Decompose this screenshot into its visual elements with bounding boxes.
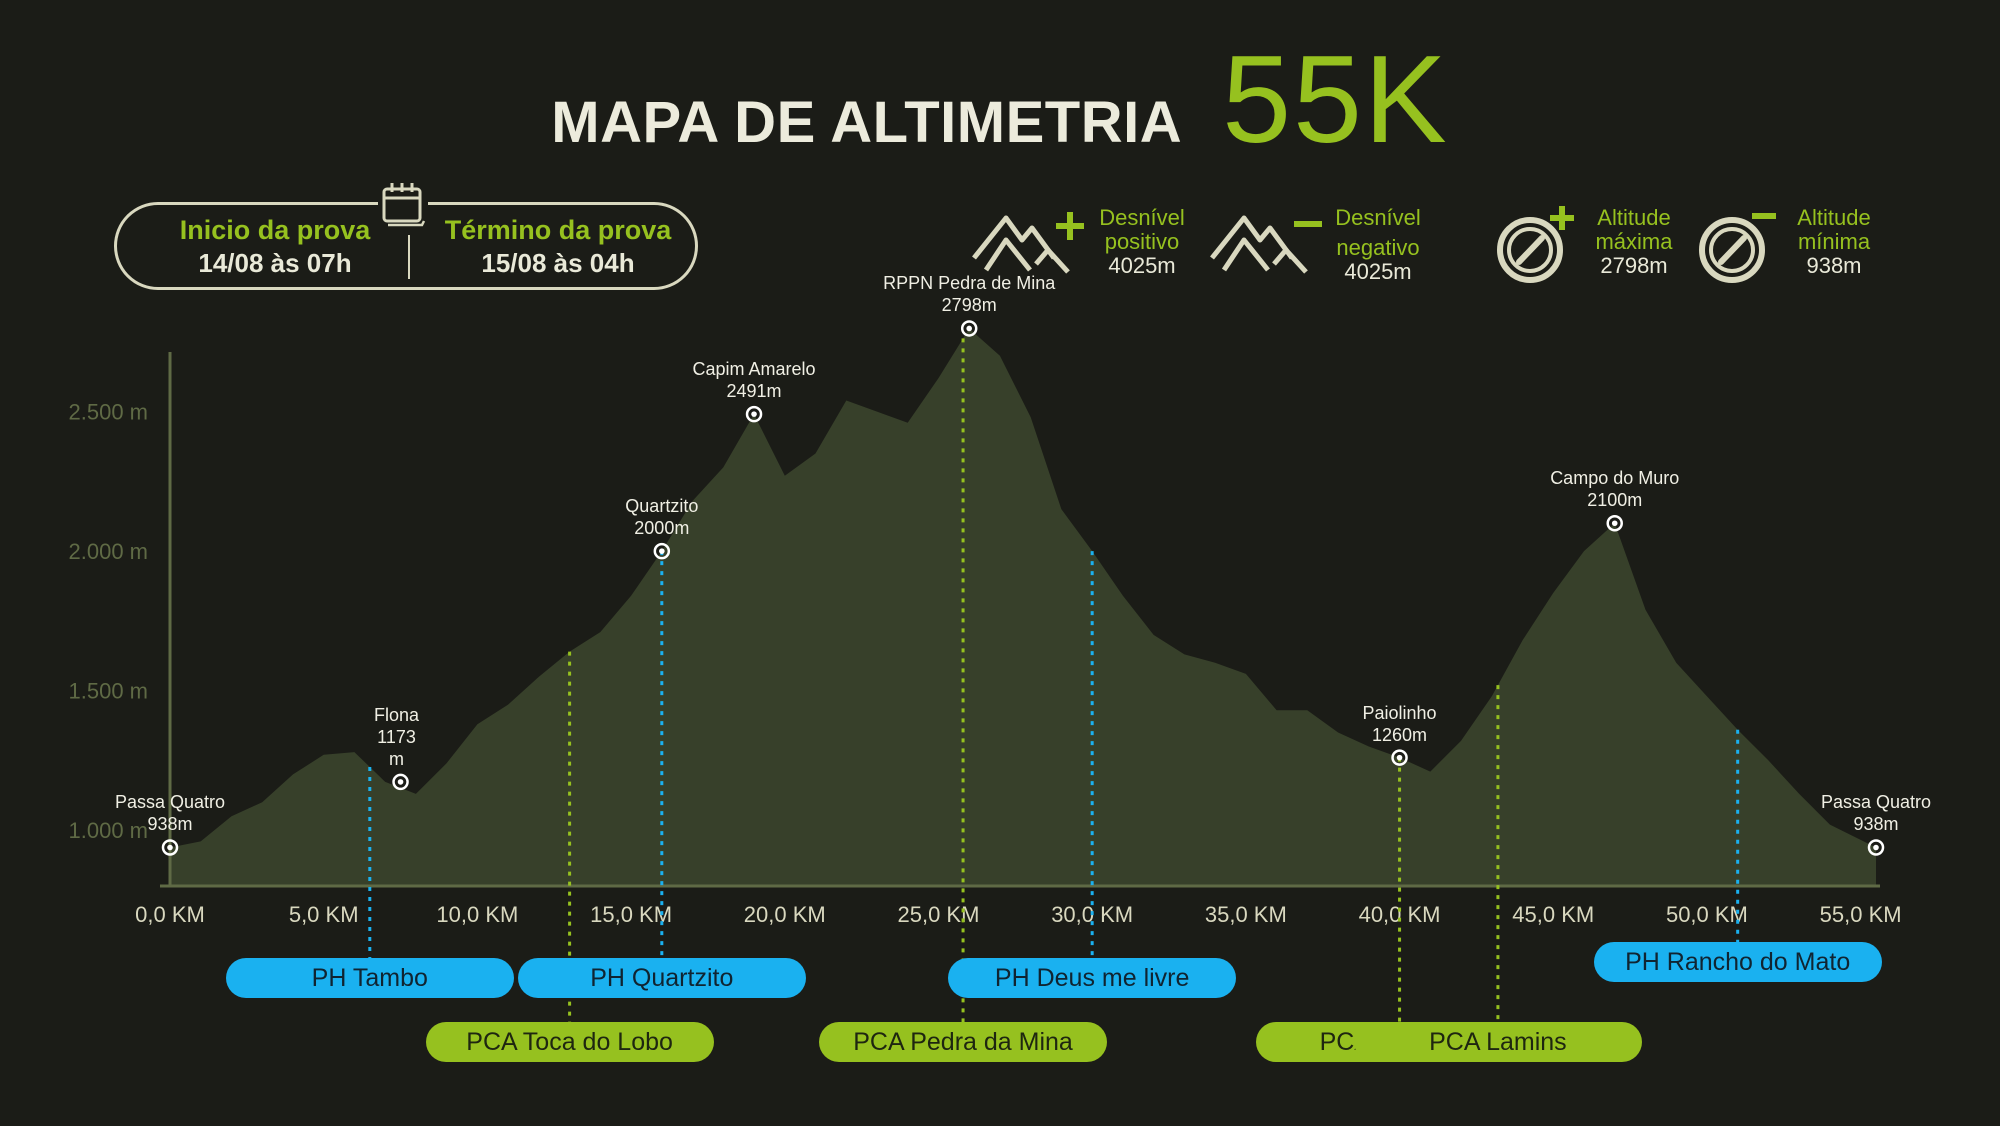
end-value: 15/08 às 04h [481,248,635,278]
max-altitude-value: 2798m [1600,253,1668,279]
peak-marker [960,320,978,337]
max-altitude-stat: Altitude máxima 2798m [1584,205,1684,279]
peak-marker-dot [1396,754,1403,761]
aid-station-pill: PCA Pedra da Mina [819,1022,1108,1062]
peak-marker-dot [659,548,665,554]
peak-marker [1391,749,1408,766]
peak-label: Capim Amarelo 2491m [693,358,816,402]
start-label: Inicio da prova [179,215,371,245]
min-altitude-value: 938m [1806,253,1862,279]
min-altitude-icon [1699,213,1776,283]
peak-marker [653,542,671,560]
y-tick-label: 2.000 m [69,539,149,564]
peak-name: Quartzito [625,496,699,517]
schedule-divider [408,235,410,279]
elevation-loss-label-1: Desnível [1335,205,1421,230]
elevation-loss-label-2: negativo [1336,235,1420,261]
y-tick-label: 2.500 m [69,400,149,425]
peak-marker [1867,839,1885,856]
peak-marker-dot [397,779,404,785]
peak-name: Capim Amarelo [692,359,816,380]
elevation-gain-value: 4025m [1108,253,1176,279]
x-tick-label: 45,0 KM [1512,902,1594,927]
elevation-profile-area [170,328,1876,886]
x-tick-label: 0,0 KM [135,902,205,927]
peak-altitude: 938m [147,814,193,835]
peak-label: Passa Quatro 938m [1821,791,1931,835]
peak-name: Paiolinho [1362,702,1437,723]
end-label: Término da prova [444,215,672,245]
x-tick-label: 15,0 KM [590,902,672,927]
peak-label: Quartzito 2000m [625,495,698,539]
x-tick-label: 35,0 KM [1205,902,1287,927]
peak-name: Passa Quatro [114,792,226,813]
peak-marker [1606,514,1623,532]
calendar-icon [378,180,428,228]
elevation-loss-stat: Desnível negativo 4025m [1328,205,1428,285]
peak-altitude: 1173 m [377,726,416,769]
aid-station-pill: PH Deus me livre [948,958,1237,998]
max-altitude-label: Altitude máxima [1595,205,1673,255]
title-row: MAPA DE ALTIMETRIA 55K [0,38,2000,162]
x-tick-label: 40,0 KM [1359,902,1441,927]
peak-marker-dot [1611,520,1618,527]
aid-station-pill: PCA Toca do Lobo [425,1022,714,1062]
peak-altitude: 1260m [1372,724,1428,745]
elevation-gain-label: Desnível positivo [1099,205,1185,255]
elevation-gain-stat: Desnível positivo 4025m [1092,205,1192,279]
peak-marker-dot [167,844,173,851]
peak-name: Passa Quatro [1820,792,1932,813]
aid-station-pill: PH Tambo [225,958,514,998]
aid-station-pill: PH Rancho do Mato [1593,942,1882,982]
race-distance: 55K [1222,31,1449,169]
peak-name: RPPN Pedra de Mina [883,273,1056,294]
peak-label: Paiolinho 1260m [1363,702,1437,746]
peak-label: RPPN Pedra de Mina 2798m [883,272,1055,316]
start-value: 14/08 às 07h [198,248,352,278]
peak-altitude: 2798m [941,295,997,316]
peak-name: Campo do Muro [1550,468,1680,489]
elevation-loss-value: 4025m [1344,259,1412,285]
min-altitude-label: Altitude mínima [1797,205,1871,255]
page-title: MAPA DE ALTIMETRIA [551,90,1183,155]
x-tick-label: 5,0 KM [289,902,359,927]
peak-marker [745,405,763,423]
x-tick-label: 55,0 KM [1820,902,1902,927]
peak-marker [161,839,179,856]
peak-altitude: 2491m [726,381,782,402]
peak-altitude: 938m [1853,814,1899,835]
peak-label: Flona 1173 m [374,704,419,770]
aid-station-pill: PCA Lamins [1353,1022,1642,1062]
end-block: Término da prova 15/08 às 04h [435,215,681,279]
peak-altitude: 2100m [1587,490,1643,511]
peak-marker-dot [966,325,973,332]
peak-marker [392,773,409,791]
peak-marker-dot [751,411,757,417]
peak-altitude: 2000m [634,518,690,539]
elevation-loss-icon [1210,215,1322,274]
x-tick-label: 25,0 KM [897,902,979,927]
x-tick-label: 50,0 KM [1666,902,1748,927]
x-tick-label: 10,0 KM [436,902,518,927]
min-altitude-stat: Altitude mínima 938m [1784,205,1884,279]
peak-name: Flona [374,704,420,725]
peak-label: Campo do Muro 2100m [1550,467,1679,511]
start-block: Inicio da prova 14/08 às 07h [157,215,393,279]
aid-station-pill: PH Quartzito [517,958,806,998]
peak-marker-dot [1873,844,1879,851]
elevation-gain-icon [972,212,1084,274]
y-tick-label: 1.500 m [69,679,149,704]
peak-label: Passa Quatro 938m [115,791,225,835]
y-tick-label: 1.000 m [69,818,149,843]
max-altitude-icon [1497,206,1574,283]
x-tick-label: 20,0 KM [744,902,826,927]
